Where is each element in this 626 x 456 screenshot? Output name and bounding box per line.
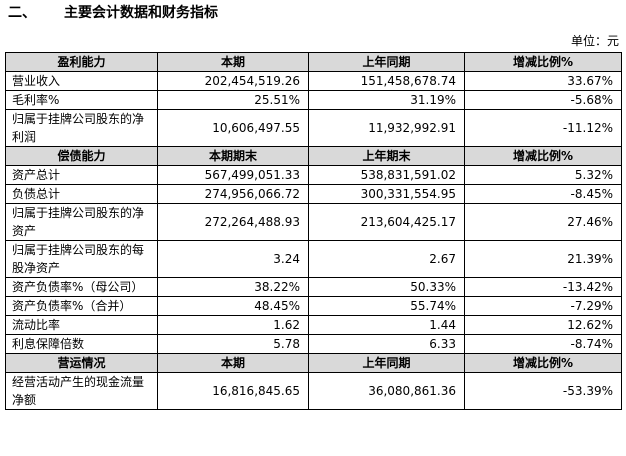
currency-unit: 单位：元 (570, 34, 619, 48)
cell-current: 48.45% (157, 296, 309, 316)
cell-change: 33.67% (464, 71, 622, 91)
row-label: 流动比率 (5, 315, 158, 335)
cell-change: 12.62% (464, 315, 622, 335)
table-row: 负债总计 274,956,066.72 300,331,554.95 -8.45… (5, 184, 622, 204)
cell-prior: 50.33% (308, 277, 465, 297)
cell-change: -8.74% (464, 334, 622, 354)
row-label: 经营活动产生的现金流量净额 (5, 372, 158, 410)
table-row: 资产总计 567,499,051.33 538,831,591.02 5.32% (5, 165, 622, 185)
cell-current: 10,606,497.55 (157, 109, 309, 147)
row-label: 毛利率% (5, 90, 158, 110)
section-header-category: 偿债能力 (5, 146, 158, 166)
cell-change: -5.68% (464, 90, 622, 110)
row-label: 归属于挂牌公司股东的净资产 (5, 203, 158, 241)
cell-prior: 31.19% (308, 90, 465, 110)
cell-prior: 1.44 (308, 315, 465, 335)
cell-change: -13.42% (464, 277, 622, 297)
row-label-text: 归属于挂牌公司股东的净资产 (12, 206, 145, 238)
cell-prior: 213,604,425.17 (308, 203, 465, 241)
cell-prior: 6.33 (308, 334, 465, 354)
table-row: 资产负债率%（母公司） 38.22% 50.33% -13.42% (5, 277, 622, 297)
cell-change: 21.39% (464, 240, 622, 278)
column-header-prior: 上年期末 (308, 146, 465, 166)
cell-change: -11.12% (464, 109, 622, 147)
column-header-current: 本期 (157, 52, 309, 72)
table-row: 营业收入 202,454,519.26 151,458,678.74 33.67… (5, 71, 622, 91)
row-label: 利息保障倍数 (5, 334, 158, 354)
column-header-change: 增减比例% (464, 52, 622, 72)
row-label-text: 经营活动产生的现金流量净额 (12, 375, 145, 407)
section-title: 主要会计数据和财务指标 (64, 5, 218, 21)
table-row: 毛利率% 25.51% 31.19% -5.68% (5, 90, 622, 110)
row-label: 负债总计 (5, 184, 158, 204)
row-label: 归属于挂牌公司股东的净利润 (5, 109, 158, 147)
column-header-change: 增减比例% (464, 146, 622, 166)
cell-prior: 36,080,861.36 (308, 372, 465, 410)
column-header-current: 本期期末 (157, 146, 309, 166)
cell-prior: 55.74% (308, 296, 465, 316)
cell-change: -8.45% (464, 184, 622, 204)
row-label: 资产负债率%（合并） (5, 296, 158, 316)
cell-prior: 151,458,678.74 (308, 71, 465, 91)
table-row: 归属于挂牌公司股东的每股净资产 3.24 2.67 21.39% (5, 240, 622, 278)
cell-current: 1.62 (157, 315, 309, 335)
cell-prior: 538,831,591.02 (308, 165, 465, 185)
row-label-text: 归属于挂牌公司股东的每股净资产 (12, 243, 145, 275)
table-header-row: 盈利能力 本期 上年同期 增减比例% (5, 52, 622, 72)
cell-current: 25.51% (157, 90, 309, 110)
column-header-change: 增减比例% (464, 353, 622, 373)
column-header-current: 本期 (157, 353, 309, 373)
section-number: 二、 (8, 5, 36, 21)
cell-current: 272,264,488.93 (157, 203, 309, 241)
row-label: 资产总计 (5, 165, 158, 185)
section-header-category: 盈利能力 (5, 52, 158, 72)
column-header-prior: 上年同期 (308, 52, 465, 72)
cell-prior: 300,331,554.95 (308, 184, 465, 204)
cell-prior: 2.67 (308, 240, 465, 278)
row-label: 资产负债率%（母公司） (5, 277, 158, 297)
table-row: 资产负债率%（合并） 48.45% 55.74% -7.29% (5, 296, 622, 316)
section-header-category: 营运情况 (5, 353, 158, 373)
row-label: 营业收入 (5, 71, 158, 91)
cell-current: 5.78 (157, 334, 309, 354)
cell-current: 3.24 (157, 240, 309, 278)
section-heading: 二、 主要会计数据和财务指标 (8, 2, 218, 24)
cell-current: 202,454,519.26 (157, 71, 309, 91)
table-row: 经营活动产生的现金流量净额 16,816,845.65 36,080,861.3… (5, 372, 622, 410)
table-row: 利息保障倍数 5.78 6.33 -8.74% (5, 334, 622, 354)
cell-change: -7.29% (464, 296, 622, 316)
cell-current: 274,956,066.72 (157, 184, 309, 204)
cell-current: 38.22% (157, 277, 309, 297)
cell-change: 5.32% (464, 165, 622, 185)
row-label: 归属于挂牌公司股东的每股净资产 (5, 240, 158, 278)
column-header-prior: 上年同期 (308, 353, 465, 373)
cell-change: -53.39% (464, 372, 622, 410)
table-row: 流动比率 1.62 1.44 12.62% (5, 315, 622, 335)
cell-change: 27.46% (464, 203, 622, 241)
financial-indicators-table: 盈利能力 本期 上年同期 增减比例% 营业收入 202,454,519.26 1… (5, 52, 622, 410)
table-row: 归属于挂牌公司股东的净资产 272,264,488.93 213,604,425… (5, 203, 622, 241)
row-label-text: 归属于挂牌公司股东的净利润 (12, 112, 145, 144)
table-header-row: 营运情况 本期 上年同期 增减比例% (5, 353, 622, 373)
table-header-row: 偿债能力 本期期末 上年期末 增减比例% (5, 146, 622, 166)
table-row: 归属于挂牌公司股东的净利润 10,606,497.55 11,932,992.9… (5, 109, 622, 147)
cell-current: 16,816,845.65 (157, 372, 309, 410)
cell-prior: 11,932,992.91 (308, 109, 465, 147)
cell-current: 567,499,051.33 (157, 165, 309, 185)
